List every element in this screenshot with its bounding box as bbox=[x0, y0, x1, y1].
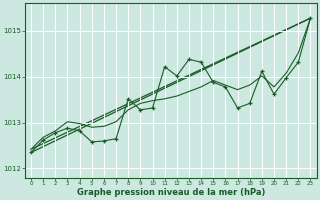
X-axis label: Graphe pression niveau de la mer (hPa): Graphe pression niveau de la mer (hPa) bbox=[76, 188, 265, 197]
